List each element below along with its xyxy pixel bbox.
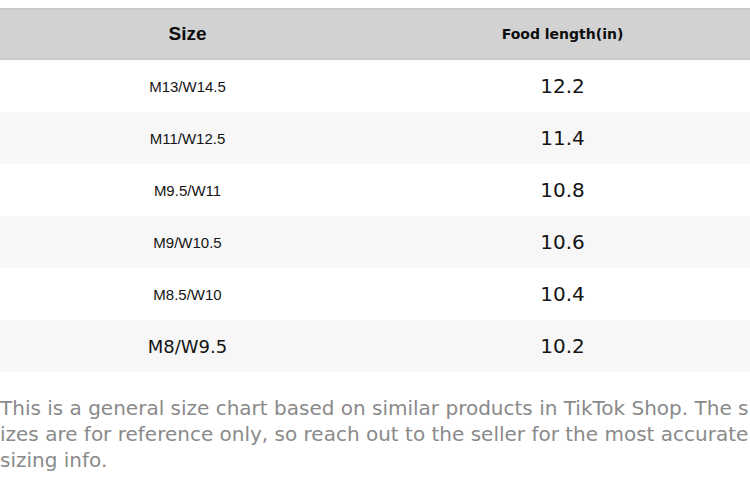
table-row: M8.5/W10 10.4 bbox=[0, 268, 750, 320]
table-header-row: Size Food length(in) bbox=[0, 8, 750, 60]
table-row: M8/W9.5 10.2 bbox=[0, 320, 750, 372]
table-row: M13/W14.5 12.2 bbox=[0, 60, 750, 112]
table-row: M9/W10.5 10.6 bbox=[0, 216, 750, 268]
length-cell: 10.6 bbox=[375, 230, 750, 254]
length-cell: 10.2 bbox=[375, 334, 750, 358]
length-cell: 10.4 bbox=[375, 282, 750, 306]
length-cell: 11.4 bbox=[375, 126, 750, 150]
length-cell: 12.2 bbox=[375, 74, 750, 98]
size-chart-disclaimer: This is a general size chart based on si… bbox=[0, 395, 750, 473]
size-cell: M13/W14.5 bbox=[0, 78, 375, 95]
size-cell: M8/W9.5 bbox=[0, 336, 375, 357]
column-header-foot-length: Food length(in) bbox=[375, 26, 750, 42]
length-cell: 10.8 bbox=[375, 178, 750, 202]
column-header-size: Size bbox=[0, 23, 375, 45]
size-chart-table: Size Food length(in) M13/W14.5 12.2 M11/… bbox=[0, 8, 750, 372]
table-row: M9.5/W11 10.8 bbox=[0, 164, 750, 216]
size-cell: M11/W12.5 bbox=[0, 130, 375, 147]
size-cell: M9/W10.5 bbox=[0, 234, 375, 251]
size-cell: M8.5/W10 bbox=[0, 286, 375, 303]
table-row: M11/W12.5 11.4 bbox=[0, 112, 750, 164]
size-cell: M9.5/W11 bbox=[0, 182, 375, 199]
